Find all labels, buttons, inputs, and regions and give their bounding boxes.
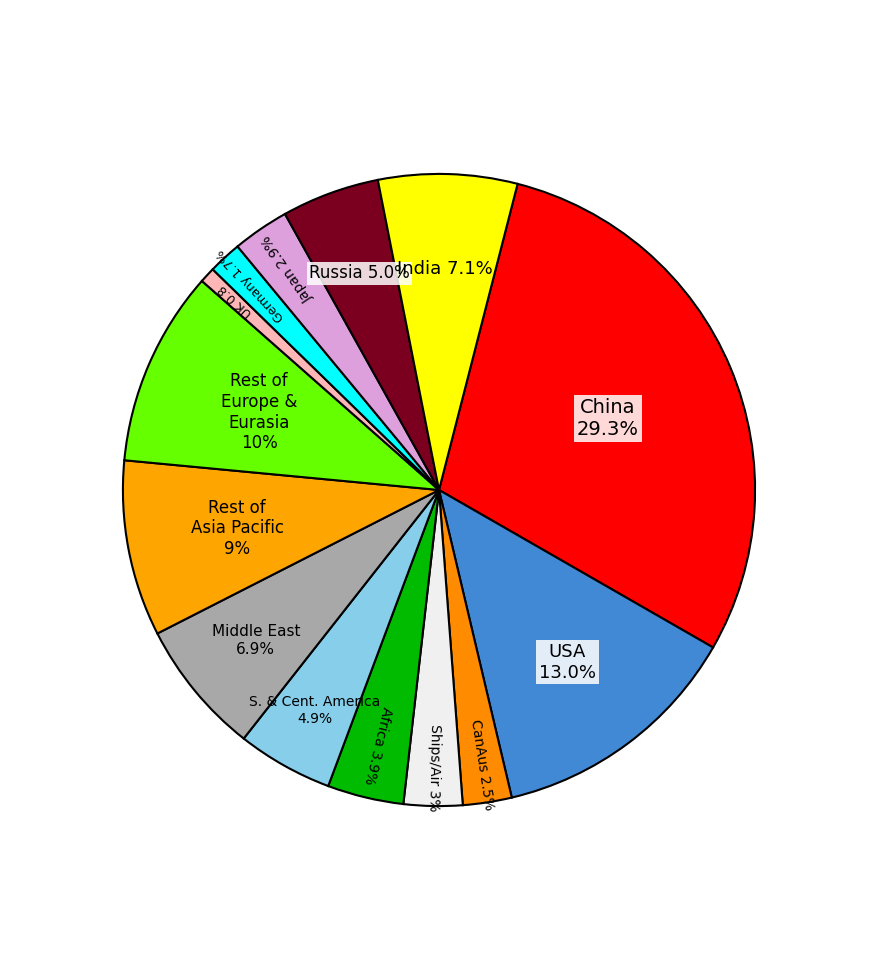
Wedge shape <box>238 214 438 490</box>
Text: Germany 1.7%: Germany 1.7% <box>214 247 287 324</box>
Text: S. & Cent. America
4.9%: S. & Cent. America 4.9% <box>249 696 381 725</box>
Text: China
29.3%: China 29.3% <box>576 398 638 439</box>
Wedge shape <box>157 490 438 739</box>
Wedge shape <box>377 173 517 490</box>
Text: Ships/Air 3%: Ships/Air 3% <box>425 724 441 811</box>
Text: USA
13.0%: USA 13.0% <box>538 643 595 682</box>
Wedge shape <box>212 246 438 490</box>
Wedge shape <box>123 461 438 633</box>
Wedge shape <box>125 281 438 490</box>
Text: India 7.1%: India 7.1% <box>397 260 493 278</box>
Text: Middle East
6.9%: Middle East 6.9% <box>211 624 300 657</box>
Text: Rest of
Europe &
Eurasia
10%: Rest of Europe & Eurasia 10% <box>221 372 297 453</box>
Text: UK 0.8: UK 0.8 <box>215 282 254 319</box>
Wedge shape <box>438 490 511 806</box>
Wedge shape <box>438 490 712 798</box>
Wedge shape <box>328 490 438 804</box>
Wedge shape <box>438 184 754 648</box>
Text: Japan 2.9%: Japan 2.9% <box>259 232 315 305</box>
Text: Rest of
Asia Pacific
9%: Rest of Asia Pacific 9% <box>190 499 283 559</box>
Wedge shape <box>285 180 438 490</box>
Text: Russia 5.0%: Russia 5.0% <box>309 265 410 282</box>
Wedge shape <box>403 490 462 807</box>
Text: Africa 3.9%: Africa 3.9% <box>361 705 394 785</box>
Text: CanAus 2.5%: CanAus 2.5% <box>467 718 495 811</box>
Wedge shape <box>244 490 438 786</box>
Wedge shape <box>202 270 438 490</box>
